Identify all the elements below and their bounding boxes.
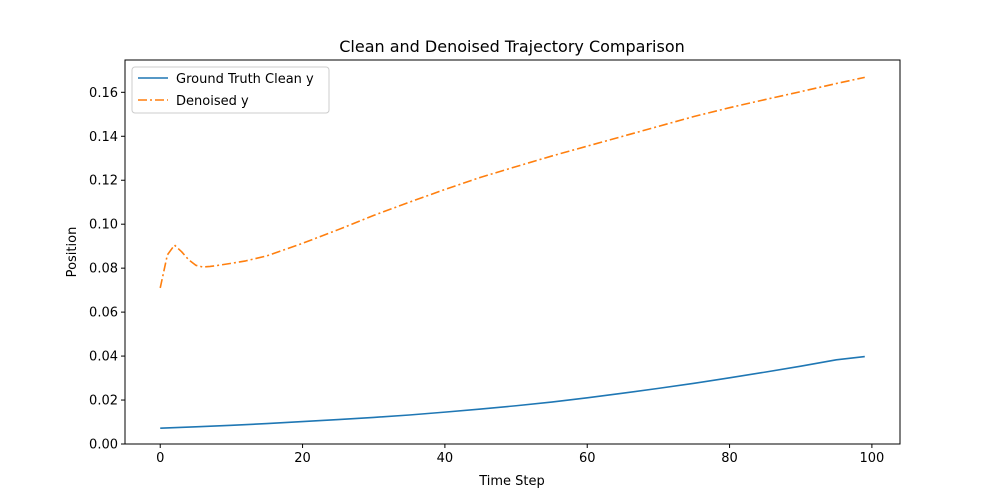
- y-tick-label: 0.10: [89, 218, 118, 233]
- plot-area: [159, 76, 865, 429]
- y-tick-label: 0.12: [89, 174, 118, 189]
- x-tick-label: 60: [579, 451, 596, 466]
- y-tick-label: 0.16: [89, 86, 118, 101]
- legend-box: [131, 66, 330, 114]
- legend-label: Ground Truth Clean y: [176, 72, 314, 87]
- legend-label: Denoised y: [176, 94, 249, 109]
- x-axis-title: Time Step: [478, 474, 545, 489]
- x-tick-label: 80: [721, 451, 738, 466]
- x-tick-label: 40: [437, 451, 454, 466]
- y-tick-label: 0.00: [89, 438, 118, 453]
- legend: Ground Truth Clean y Denoised y: [131, 66, 330, 114]
- series-line-ground-truth-clean-y: [160, 355, 865, 429]
- x-tick-label: 20: [294, 451, 311, 466]
- y-axis-title: Position: [65, 227, 80, 278]
- x-tick-label: 0: [156, 451, 164, 466]
- axes: 0 20 40 60 80 100 0.00 0.02 0.04 0.06 0.08 0.10 0.12…: [89, 86, 884, 466]
- y-tick-label: 0.08: [89, 262, 118, 277]
- series-line-denoised-y: [159, 76, 865, 289]
- chart-title: Clean and Denoised Trajectory Comparison: [339, 37, 685, 56]
- y-tick-label: 0.14: [89, 130, 118, 145]
- y-tick-label: 0.02: [89, 394, 118, 409]
- y-tick-label: 0.04: [89, 350, 118, 365]
- x-tick-label: 100: [859, 451, 884, 466]
- plot-frame: [124, 59, 901, 445]
- y-tick-label: 0.06: [89, 306, 118, 321]
